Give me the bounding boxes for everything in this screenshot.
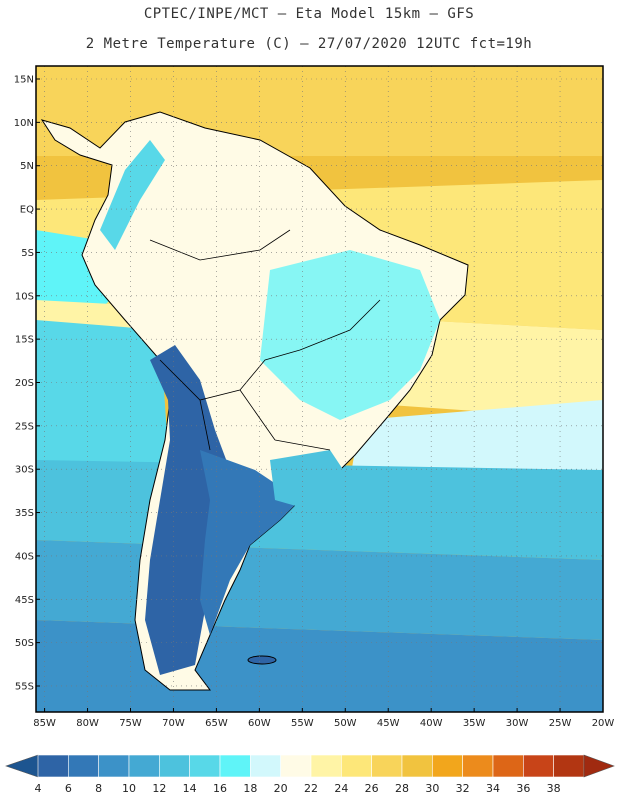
- colorbar-level-label: 34: [486, 782, 500, 795]
- colorbar-box: [250, 754, 281, 778]
- colorbar-box: [462, 754, 494, 778]
- map-title-variable: 2 Metre Temperature (C) – 27/07/2020 12U…: [85, 36, 533, 52]
- colorbar-level-label: 10: [122, 782, 136, 795]
- colorbar-box: [68, 754, 99, 778]
- lat-tick-label: 15N: [14, 75, 34, 86]
- lat-tick-label: EQ: [20, 205, 34, 216]
- lat-tick-label: 45S: [15, 595, 34, 606]
- latitude-labels: 15N 10N 5N EQ 5S 10S 15S 20S 25S 30S 35S 40S 45S 50S 5…: [14, 75, 40, 692]
- colorbar-labels: 4 6 8 10 12 14 16 18 20 22 24 26 28 30 32 34 36 38: [35, 782, 561, 795]
- lon-tick-label: 35W: [463, 718, 486, 729]
- lon-tick-label: 40W: [420, 718, 443, 729]
- colorbar-level-label: 6: [65, 782, 72, 795]
- lon-tick-label: 55W: [291, 718, 314, 729]
- lon-tick-label: 70W: [162, 718, 185, 729]
- lon-tick-label: 25W: [549, 718, 572, 729]
- longitude-labels: 85W 80W 75W 70W 65W 60W 55W 50W 45W 40W 35W 30W 25W 2…: [33, 708, 614, 729]
- country-borders: [149, 229, 381, 451]
- lat-tick-label: 5N: [20, 161, 34, 172]
- lon-tick-label: 20W: [592, 718, 615, 729]
- field-pacific: [36, 320, 170, 480]
- colorbar-box: [189, 754, 221, 778]
- colorbar-level-label: 38: [547, 782, 561, 795]
- colorbar-box: [280, 754, 312, 778]
- lat-tick-label: 15S: [15, 335, 34, 346]
- colorbar-over-arrow: [583, 754, 615, 778]
- map-title-model: CPTEC/INPE/MCT – Eta Model 15km – GFS: [143, 6, 475, 22]
- lat-tick-label: 40S: [15, 551, 34, 562]
- map-frame: [35, 65, 604, 713]
- map-field: [36, 66, 603, 712]
- lat-tick-label: 20S: [15, 378, 34, 389]
- colorbar-level-label: 8: [95, 782, 102, 795]
- lat-tick-label: 25S: [15, 421, 34, 432]
- lon-tick-label: 65W: [205, 718, 228, 729]
- colorbar-level-label: 20: [274, 782, 288, 795]
- highlands-cool: [100, 140, 165, 250]
- colorbar-boxes: [5, 754, 615, 778]
- colorbar-box: [523, 754, 554, 778]
- lon-tick-label: 50W: [334, 718, 357, 729]
- colorbar-level-label: 36: [516, 782, 530, 795]
- colorbar-level-label: 28: [395, 782, 409, 795]
- lon-tick-label: 60W: [248, 718, 271, 729]
- colorbar-box: [432, 754, 463, 778]
- colorbar-box: [401, 754, 433, 778]
- colorbar-box: [492, 754, 524, 778]
- lat-tick-label: 50S: [15, 638, 34, 649]
- lon-tick-label: 80W: [76, 718, 99, 729]
- lon-tick-label: 85W: [33, 718, 56, 729]
- colorbar-box: [98, 754, 130, 778]
- field-atlantic-sub: [350, 400, 603, 480]
- colorbar-box: [553, 754, 585, 778]
- falkland-islands: [247, 655, 277, 665]
- colorbar-level-label: 24: [334, 782, 348, 795]
- colorbar-box: [219, 754, 251, 778]
- lon-tick-label: 75W: [119, 718, 142, 729]
- colorbar-level-label: 4: [35, 782, 42, 795]
- colorbar-level-label: 12: [152, 782, 166, 795]
- lat-tick-label: 55S: [15, 681, 34, 692]
- colorbar-level-label: 32: [456, 782, 470, 795]
- brazil-cool: [260, 250, 440, 420]
- colorbar-level-label: 14: [183, 782, 197, 795]
- colorbar-box: [310, 754, 342, 778]
- colorbar-box: [37, 754, 69, 778]
- colorbar-level-label: 22: [304, 782, 318, 795]
- lat-tick-label: 10N: [14, 118, 34, 129]
- lat-tick-label: 10S: [15, 291, 34, 302]
- plata-cool: [270, 450, 350, 510]
- colorbar-level-label: 18: [243, 782, 257, 795]
- lat-tick-label: 5S: [21, 248, 34, 259]
- lat-tick-label: 35S: [15, 508, 34, 519]
- lon-tick-label: 45W: [377, 718, 400, 729]
- colorbar-under-arrow: [5, 754, 39, 778]
- lon-tick-label: 30W: [506, 718, 529, 729]
- colorbar-level-label: 16: [213, 782, 227, 795]
- andes-cold: [145, 345, 240, 675]
- colorbar-box: [159, 754, 190, 778]
- colorbar-box: [371, 754, 403, 778]
- colorbar-box: [128, 754, 160, 778]
- colorbar-level-label: 30: [425, 782, 439, 795]
- lat-tick-label: 30S: [15, 465, 34, 476]
- colorbar-level-label: 26: [365, 782, 379, 795]
- colorbar-box: [341, 754, 372, 778]
